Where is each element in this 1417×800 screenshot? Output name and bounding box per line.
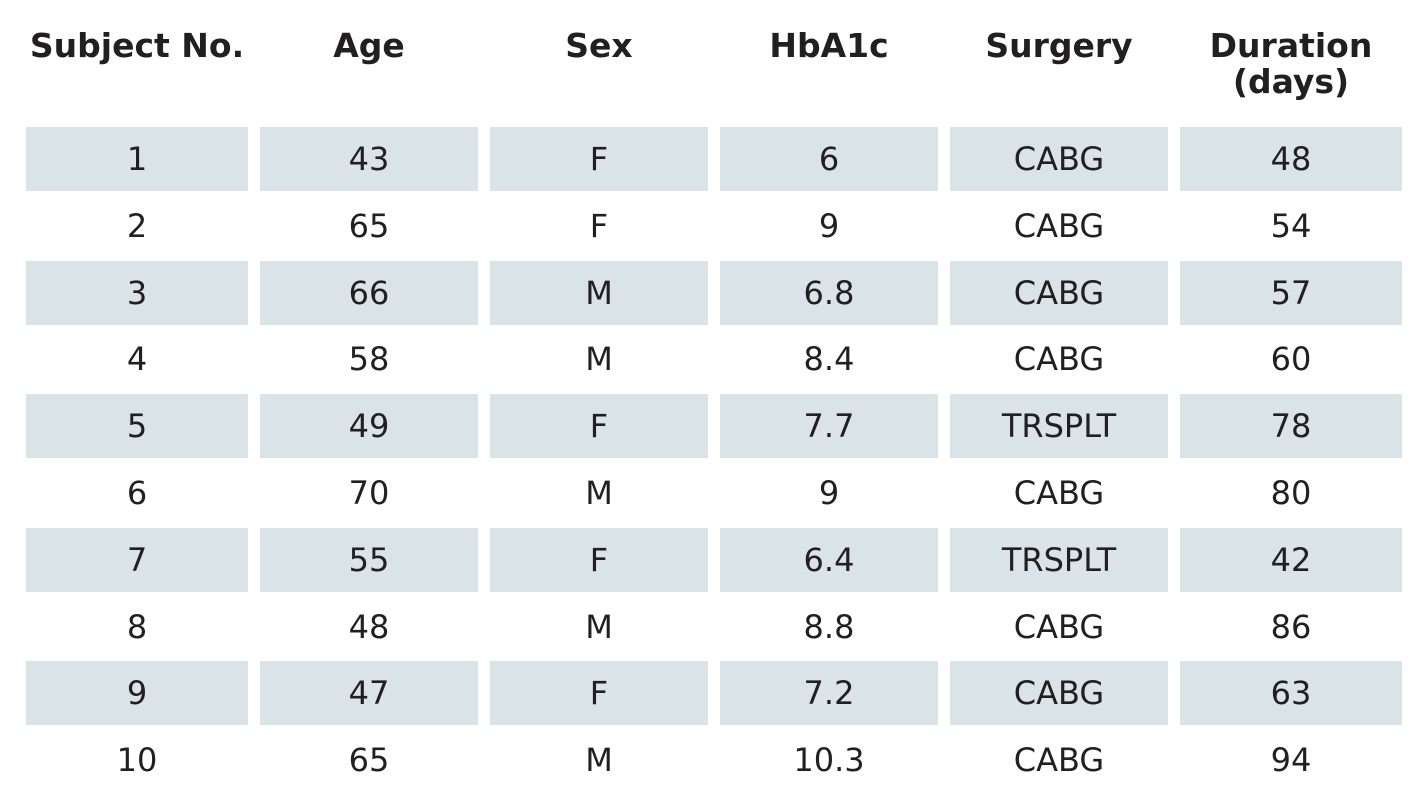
header-hba1c: HbA1c [769, 26, 889, 65]
cell-duration: 86 [1270, 607, 1312, 646]
table-row: 1 43 F 6 CABG 48 [26, 126, 1402, 193]
cell-sex: F [490, 127, 708, 191]
cell-subject-no: 7 [26, 527, 248, 592]
cell-age: 58 [348, 340, 390, 379]
header-subject-no: Subject No. [29, 26, 245, 65]
cell-sex: M [490, 260, 708, 325]
cell-surgery: CABG [950, 661, 1168, 726]
cell-age: 48 [348, 607, 390, 646]
cell-sex: F [490, 661, 708, 726]
cell-age: 70 [348, 473, 390, 512]
cell-duration: 78 [1180, 394, 1402, 459]
table-body: 1 43 F 6 CABG 48 2 65 F 9 CABG 54 3 66 M 6.8 CABG 57 4 58 M 8… [26, 126, 1402, 794]
cell-sex: M [585, 607, 613, 646]
cell-duration: 63 [1180, 661, 1402, 726]
cell-subject-no: 8 [126, 607, 148, 646]
cell-subject-no: 6 [126, 473, 148, 512]
table-row: 2 65 F 9 CABG 54 [26, 193, 1396, 260]
table-row: 4 58 M 8.4 CABG 60 [26, 326, 1396, 393]
cell-age: 47 [260, 661, 478, 726]
cell-subject-no: 10 [116, 741, 158, 780]
cell-duration: 60 [1270, 340, 1312, 379]
cell-age: 65 [348, 741, 390, 780]
cell-duration: 48 [1180, 127, 1402, 191]
cell-subject-no: 2 [126, 206, 148, 245]
header-duration: Duration (days) [1209, 26, 1373, 101]
table-row: 8 48 M 8.8 CABG 86 [26, 594, 1396, 661]
cell-hba1c: 8.4 [803, 340, 855, 379]
table-row: 6 70 M 9 CABG 80 [26, 460, 1396, 527]
cell-surgery: CABG [1013, 741, 1105, 780]
table-header-row: Subject No. Age Sex HbA1c Surgery Durati… [26, 22, 1396, 126]
cell-hba1c: 8.8 [803, 607, 855, 646]
cell-surgery: TRSPLT [950, 394, 1168, 459]
cell-duration: 54 [1270, 206, 1312, 245]
header-age: Age [333, 26, 405, 65]
table-row: 9 47 F 7.2 CABG 63 [26, 660, 1402, 727]
header-surgery: Surgery [985, 26, 1133, 65]
cell-duration: 42 [1180, 527, 1402, 592]
cell-surgery: CABG [1013, 473, 1105, 512]
table-row: 10 65 M 10.3 CABG 94 [26, 727, 1396, 794]
cell-surgery: CABG [1013, 340, 1105, 379]
cell-hba1c: 6.8 [720, 260, 938, 325]
cell-subject-no: 3 [26, 260, 248, 325]
cell-duration: 57 [1180, 260, 1402, 325]
cell-sex: M [585, 741, 613, 780]
cell-hba1c: 7.7 [720, 394, 938, 459]
cell-sex: M [585, 340, 613, 379]
cell-sex: F [589, 206, 609, 245]
cell-surgery: CABG [1013, 206, 1105, 245]
cell-surgery: CABG [950, 260, 1168, 325]
cell-hba1c: 6 [720, 127, 938, 191]
cell-subject-no: 1 [26, 127, 248, 191]
cell-surgery: CABG [950, 127, 1168, 191]
cell-subject-no: 4 [126, 340, 148, 379]
cell-sex: F [490, 527, 708, 592]
cell-subject-no: 5 [26, 394, 248, 459]
table-row: 7 55 F 6.4 TRSPLT 42 [26, 527, 1402, 594]
cell-age: 49 [260, 394, 478, 459]
cell-surgery: TRSPLT [950, 527, 1168, 592]
cell-hba1c: 6.4 [720, 527, 938, 592]
cell-hba1c: 9 [818, 473, 840, 512]
header-sex: Sex [565, 26, 633, 65]
cell-age: 65 [348, 206, 390, 245]
cell-hba1c: 7.2 [720, 661, 938, 726]
table-row: 5 49 F 7.7 TRSPLT 78 [26, 393, 1402, 460]
cell-duration: 94 [1270, 741, 1312, 780]
cell-sex: M [585, 473, 613, 512]
cell-subject-no: 9 [26, 661, 248, 726]
cell-duration: 80 [1270, 473, 1312, 512]
subject-table: Subject No. Age Sex HbA1c Surgery Durati… [26, 22, 1402, 794]
table-row: 3 66 M 6.8 CABG 57 [26, 260, 1402, 327]
cell-hba1c: 10.3 [793, 741, 865, 780]
cell-age: 66 [260, 260, 478, 325]
cell-age: 55 [260, 527, 478, 592]
cell-sex: F [490, 394, 708, 459]
cell-surgery: CABG [1013, 607, 1105, 646]
cell-hba1c: 9 [818, 206, 840, 245]
cell-age: 43 [260, 127, 478, 191]
